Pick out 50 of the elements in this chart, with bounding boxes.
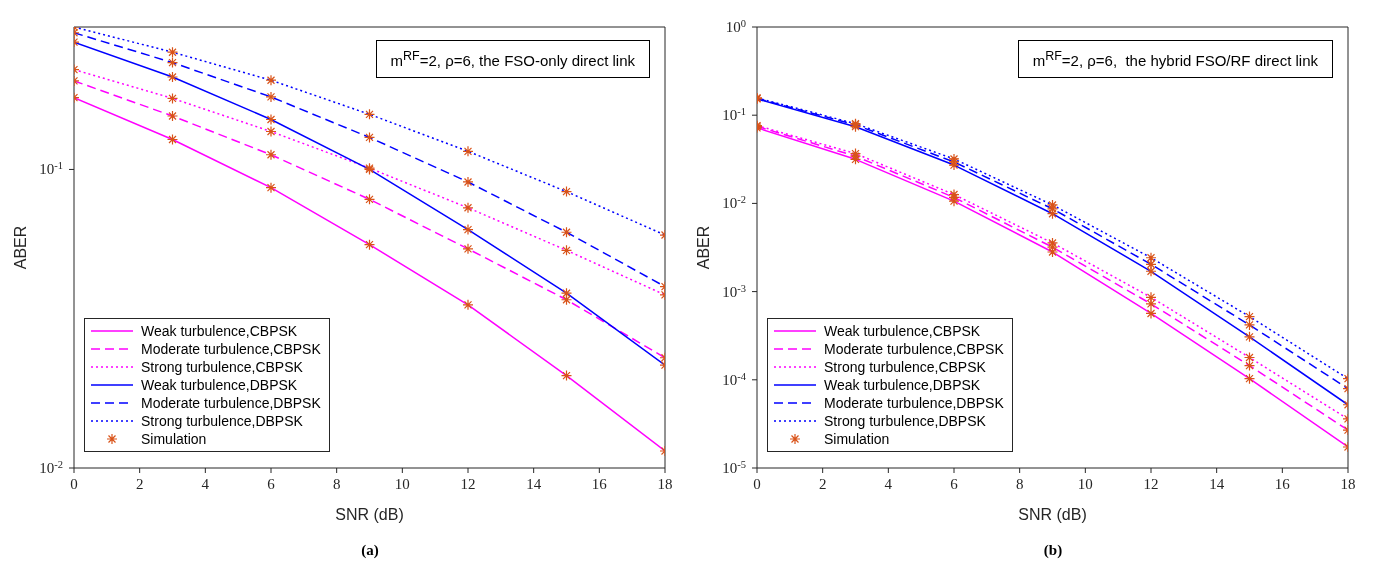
legend-label: Moderate turbulence,CBPSK: [141, 340, 321, 358]
y-tick-label: 10$^{-1}$: [39, 159, 63, 178]
x-tick-label: 14: [1209, 476, 1225, 492]
y-axis-title: ABER: [11, 225, 29, 270]
x-tick-label: 12: [1143, 476, 1159, 492]
y-tick-label: 10$^{-2}$: [722, 193, 746, 212]
legend-label: Strong turbulence,CBPSK: [824, 358, 986, 376]
legend-label: Moderate turbulence,CBPSK: [824, 340, 1004, 358]
x-tick-label: 4: [201, 476, 210, 492]
y-tick-label: 10$^{-3}$: [722, 282, 746, 300]
x-tick-label: 2: [135, 476, 144, 492]
text: (b): [1042, 542, 1064, 559]
x-tick-label: 6: [950, 476, 959, 492]
annotation: m$^{RF}$=2, ρ=6, the hybrid FSO/RF direct link: [1017, 40, 1333, 78]
legend-label: Strong turbulence,DBPSK: [824, 412, 986, 430]
x-tick-label: 10: [1077, 476, 1093, 492]
legend-label: Weak turbulence,CBPSK: [141, 322, 298, 340]
x-tick-label: 10: [394, 476, 410, 492]
y-tick-label: 10$^{-2}$: [39, 458, 63, 476]
x-tick-label: 0: [753, 476, 761, 492]
x-tick-label: 2: [818, 476, 827, 492]
x-tick-label: 16: [1274, 476, 1291, 492]
legend-label: Strong turbulence,DBPSK: [141, 412, 303, 430]
y-axis-title: ABER: [694, 225, 712, 270]
x-tick-label: 14: [526, 476, 542, 492]
x-tick-label: 18: [657, 476, 673, 492]
x-tick-label: 0: [70, 476, 78, 492]
x-tick-label: 12: [460, 476, 476, 492]
legend-label: Moderate turbulence,DBPSK: [141, 394, 321, 412]
x-tick-label: 16: [591, 476, 608, 492]
x-tick-label: 8: [332, 476, 341, 492]
y-tick-label: 10$^{-5}$: [722, 458, 746, 476]
x-tick-label: 18: [1340, 476, 1356, 492]
annotation: m$^{RF}$=2, ρ=6, the FSO-only direct link: [375, 40, 650, 78]
legend-label: Simulation: [141, 430, 207, 448]
legend-label: Weak turbulence,DBPSK: [141, 376, 298, 394]
legend-label: Weak turbulence,CBPSK: [824, 322, 981, 340]
x-tick-label: 6: [267, 476, 276, 492]
x-axis-title: SNR (dB): [1018, 506, 1087, 523]
x-tick-label: 4: [884, 476, 893, 492]
y-tick-label: 10$^{0}$: [725, 17, 746, 35]
text: (a): [360, 542, 380, 559]
y-tick-label: 10$^{-4}$: [722, 370, 747, 388]
x-tick-label: 8: [1015, 476, 1024, 492]
x-axis-title: SNR (dB): [335, 506, 404, 523]
legend-label: Simulation: [824, 430, 890, 448]
legend-label: Moderate turbulence,DBPSK: [824, 394, 1004, 412]
y-tick-label: 10$^{-1}$: [722, 105, 746, 124]
legend-label: Weak turbulence,DBPSK: [824, 376, 981, 394]
legend-label: Strong turbulence,CBPSK: [141, 358, 303, 376]
